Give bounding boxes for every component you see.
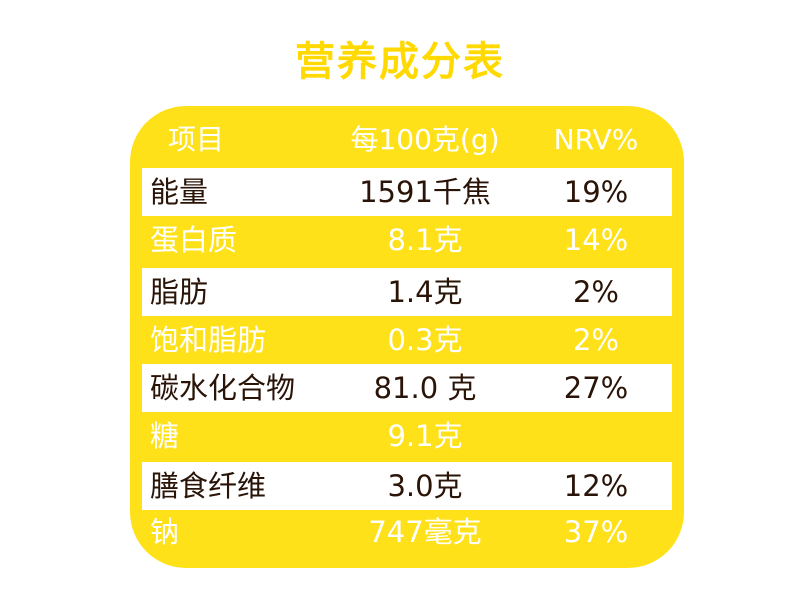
header-item: 项目 — [168, 123, 225, 156]
row-name: 饱和脂肪 — [150, 323, 267, 357]
header-per100: 每100克(g) — [350, 123, 500, 156]
row-nrv: 12% — [563, 469, 629, 503]
row-name: 膳食纤维 — [150, 469, 267, 503]
row-nrv: 37% — [563, 515, 629, 549]
row-amount: 3.0克 — [387, 469, 463, 503]
row-amount: 1591千焦 — [359, 175, 491, 209]
row-name: 糖 — [150, 419, 180, 453]
row-nrv: 19% — [563, 175, 629, 209]
table-row: 脂肪 1.4克 2% — [142, 268, 672, 316]
table-row: 能量 1591千焦 19% — [142, 168, 672, 216]
table-row: 膳食纤维 3.0克 12% — [142, 462, 672, 510]
row-nrv: 27% — [563, 371, 629, 405]
table-header: 项目 每100克(g) NRV% — [130, 114, 684, 166]
row-amount: 747毫克 — [368, 515, 482, 549]
row-amount: 9.1克 — [387, 419, 463, 453]
row-amount: 81.0 克 — [373, 371, 477, 405]
row-name: 蛋白质 — [150, 223, 238, 257]
row-name: 碳水化合物 — [150, 371, 296, 405]
header-nrv: NRV% — [553, 123, 639, 156]
row-amount: 1.4克 — [387, 275, 463, 309]
table-row: 饱和脂肪 0.3克 2% — [142, 316, 672, 364]
row-name: 脂肪 — [150, 275, 209, 309]
row-nrv: 2% — [572, 323, 619, 357]
table-row: 蛋白质 8.1克 14% — [142, 216, 672, 264]
nutrition-table: 项目 每100克(g) NRV% 能量 1591千焦 19% 蛋白质 8.1克 … — [130, 106, 684, 568]
row-name: 钠 — [150, 515, 180, 549]
row-nrv: 2% — [572, 275, 619, 309]
table-row: 碳水化合物 81.0 克 27% — [142, 364, 672, 412]
row-name: 能量 — [150, 175, 209, 209]
row-amount: 8.1克 — [387, 223, 463, 257]
table-row: 糖 9.1克 — [142, 412, 672, 460]
page-title: 营养成分表 — [295, 39, 505, 85]
table-row: 钠 747毫克 37% — [142, 508, 672, 556]
row-amount: 0.3克 — [387, 323, 463, 357]
row-nrv: 14% — [563, 223, 629, 257]
